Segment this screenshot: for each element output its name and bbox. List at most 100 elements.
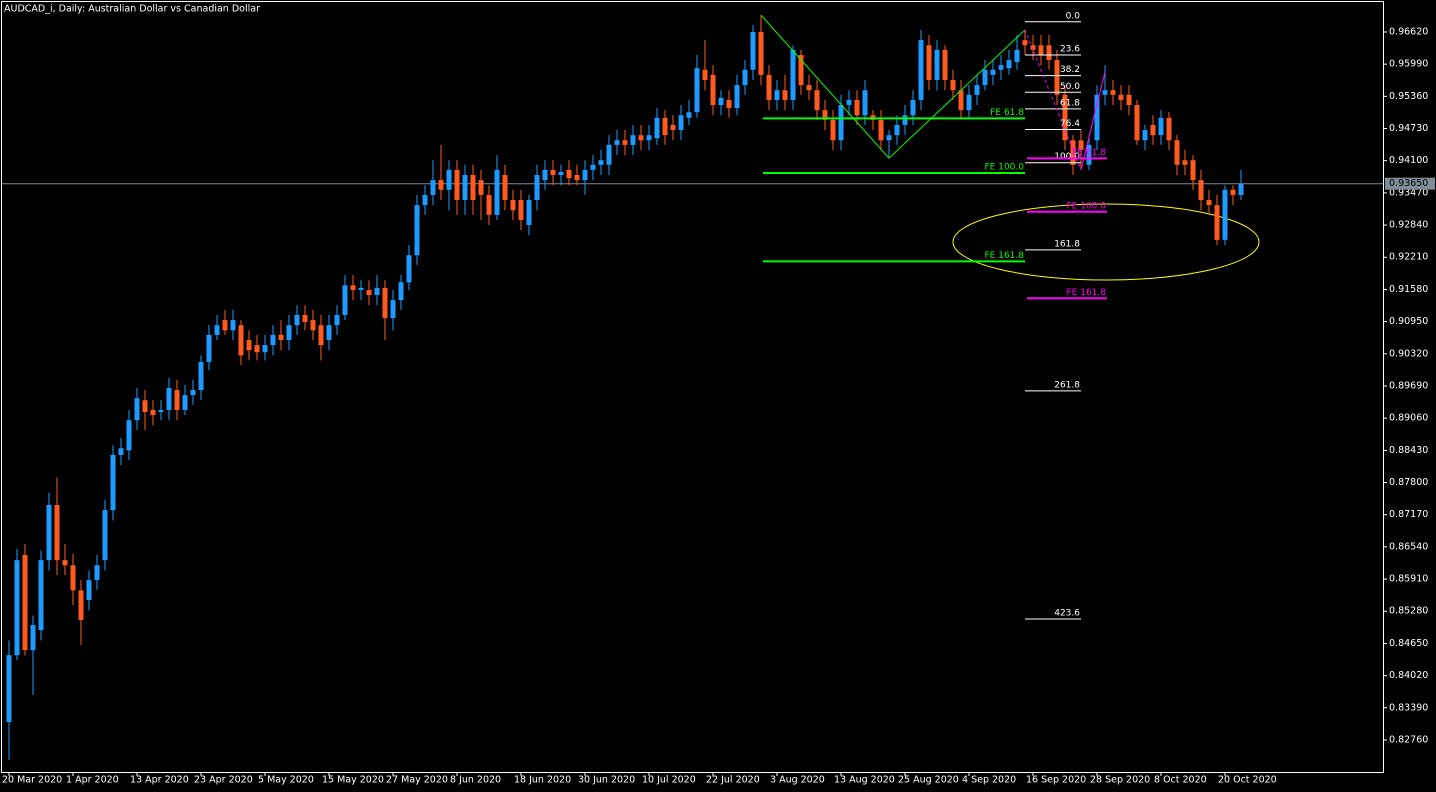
candle-body (822, 110, 828, 120)
y-tick-label: 0.90320 (1389, 348, 1428, 359)
candle-body (702, 69, 708, 80)
candle-body (350, 285, 356, 290)
candle-body (998, 65, 1004, 70)
y-tick-label: 0.96620 (1389, 26, 1428, 37)
candle-body (174, 390, 180, 410)
candle-body (934, 49, 940, 80)
candle-body (182, 395, 188, 410)
y-tick-label: 0.94100 (1389, 155, 1428, 166)
candle-body (278, 334, 284, 341)
candle-body (78, 590, 84, 620)
candle-body (630, 135, 636, 145)
candle-body (614, 140, 620, 145)
candle-body (1206, 200, 1212, 206)
x-tick-label: 8 Oct 2020 (1154, 775, 1207, 786)
y-tick-label: 0.82760 (1389, 734, 1428, 745)
candle-body (214, 325, 220, 335)
candle-body (70, 565, 76, 591)
candle-body (814, 90, 820, 111)
candle-body (902, 115, 908, 125)
candle-body (1142, 130, 1148, 141)
candle-body (862, 90, 868, 116)
candle-body (894, 124, 900, 136)
y-tick-label: 0.90950 (1389, 316, 1428, 327)
candle-body (854, 99, 860, 116)
candle-body (142, 400, 148, 413)
y-tick-label: 0.92840 (1389, 220, 1428, 231)
current-price-badge (1385, 177, 1435, 190)
candle-body (742, 69, 748, 86)
candle-body (1198, 180, 1204, 201)
x-tick-label: 16 Sep 2020 (1026, 775, 1086, 786)
candle-body (670, 124, 676, 131)
y-tick-label: 0.87170 (1389, 509, 1428, 520)
highlight-ellipse (952, 203, 1260, 281)
candle-body (246, 340, 252, 351)
candle-body (14, 560, 20, 656)
candle-body (126, 420, 132, 451)
fib-level-label: 23.6 (1060, 45, 1080, 55)
candle-body (510, 200, 516, 211)
expansion-wave (1024, 29, 1082, 171)
candle-body (342, 285, 348, 315)
candle-body (158, 409, 164, 413)
chart-frame (1, 1, 1384, 773)
fib-level-label: 423.6 (1054, 608, 1080, 618)
candle-body (1222, 189, 1228, 240)
candle-body (518, 200, 524, 220)
candle-body (686, 112, 692, 118)
x-tick-label: 27 May 2020 (386, 775, 448, 786)
y-tick-label: 0.87800 (1389, 477, 1428, 488)
candle-body (462, 175, 468, 201)
candle-body (1190, 160, 1196, 181)
candle-body (1038, 45, 1044, 55)
candle-body (1006, 60, 1012, 69)
candle-body (910, 99, 916, 116)
candle-body (438, 180, 444, 190)
expansion-level-label: FE 100.0 (1067, 201, 1107, 211)
candle-body (390, 300, 396, 319)
x-tick-label: 1 Apr 2020 (66, 775, 119, 786)
candle-body (774, 90, 780, 100)
current-price-label: 0.93650 (1389, 178, 1428, 189)
candle-body (206, 334, 212, 362)
candle-body (694, 68, 700, 113)
fib-level-label: 161.8 (1054, 239, 1080, 249)
candle-body (782, 90, 788, 100)
candle-body (454, 169, 460, 201)
candle-body (318, 325, 324, 346)
y-tick-label: 0.83390 (1389, 702, 1428, 713)
x-tick-label: 13 Apr 2020 (130, 775, 189, 786)
candle-body (830, 119, 836, 141)
expansion-level-label: FE 100.0 (985, 162, 1025, 172)
candle-body (486, 194, 492, 215)
candle-body (918, 40, 924, 100)
candle-body (382, 287, 388, 319)
candle-body (502, 175, 508, 201)
candle-body (590, 164, 596, 170)
fib-level-label: 0.0 (1066, 11, 1081, 21)
candle-body (94, 565, 100, 581)
candle-body (734, 85, 740, 109)
candle-body (1062, 94, 1068, 141)
x-tick-label: 13 Aug 2020 (834, 775, 895, 786)
x-tick-label: 10 Jul 2020 (642, 775, 696, 786)
candle-body (54, 504, 60, 561)
fib-level-label: 261.8 (1054, 380, 1080, 390)
expansion-level-label: FE 161.8 (985, 251, 1025, 261)
candle-body (406, 255, 412, 283)
candle-body (222, 320, 228, 331)
x-tick-label: 5 May 2020 (258, 775, 314, 786)
y-tick-label: 0.89060 (1389, 413, 1428, 424)
candle-body (270, 334, 276, 346)
chart-title: AUDCAD_i, Daily: Australian Dollar vs Ca… (4, 4, 260, 15)
candle-body (6, 655, 12, 723)
candle-body (1086, 144, 1092, 165)
candle-body (230, 320, 236, 331)
candle-body (334, 314, 340, 326)
candle-body (110, 454, 116, 511)
fib-level-label: 50.0 (1060, 82, 1080, 92)
candle-body (294, 314, 300, 326)
candle-body (582, 169, 588, 181)
